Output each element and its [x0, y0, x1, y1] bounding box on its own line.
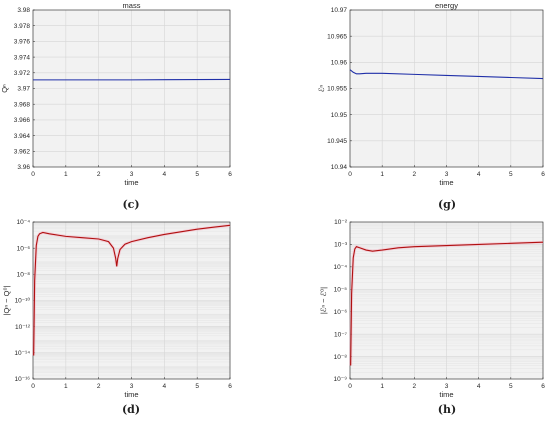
y-tick-label: 3.974	[14, 54, 31, 61]
y-tick-label: 3.968	[14, 101, 31, 108]
y-tick-label: 10.94	[331, 164, 348, 171]
y-axis-label: Qⁿ	[0, 84, 9, 93]
y-tick-label: 3.962	[14, 149, 31, 156]
chart-panel-d: 0 1 2 3 4 5 6 10⁻¹⁶ 10⁻¹⁴ 10⁻¹² 10⁻¹⁰ 10⁻⁸ 10⁻⁶ 10⁻⁴ t…	[2, 219, 232, 399]
x-tick-label: 2	[413, 383, 417, 390]
chart-panel-h: 0 1 2 3 4 5 6 10⁻⁹ 10⁻⁸ 10⁻⁷ 10⁻⁶ 10⁻⁵ 10⁻⁴ 10⁻³ 10⁻² t…	[319, 219, 545, 399]
x-tick-label: 1	[380, 171, 384, 178]
x-tick-label: 1	[380, 383, 384, 390]
x-tick-label: 2	[97, 171, 101, 178]
x-tick-label: 5	[509, 171, 513, 178]
x-tick-label: 6	[541, 171, 545, 178]
y-tick-label: 10⁻⁹	[334, 376, 348, 383]
y-tick-label: 10⁻¹⁶	[14, 376, 30, 383]
y-axis-label: |ℰⁿ − ℰ⁰|	[319, 287, 328, 314]
x-tick-label: 3	[445, 171, 449, 178]
y-tick-label: 10⁻⁴	[334, 264, 348, 271]
y-tick-label: 3.97	[17, 86, 30, 93]
chart-panel-c: 0 1 2 3 4 5 6 3.96 3.962 3.964 3.966 3.968 3.97 3.972…	[0, 1, 232, 187]
chart-title: energy	[435, 1, 458, 10]
x-tick-label: 3	[445, 383, 449, 390]
y-tick-label: 10.945	[327, 138, 347, 145]
y-tick-label: 10⁻⁶	[334, 309, 348, 316]
y-tick-label: 3.964	[14, 133, 31, 140]
panel-label: (d)	[122, 403, 140, 416]
y-tick-label: 3.976	[14, 39, 31, 46]
y-tick-label: 3.96	[17, 164, 30, 171]
x-tick-label: 0	[348, 383, 352, 390]
y-tick-label: 10.95	[331, 112, 348, 119]
y-axis-label: |Qⁿ − Q⁰|	[2, 286, 11, 316]
x-tick-label: 2	[97, 383, 101, 390]
panel-label: (h)	[438, 403, 456, 416]
y-tick-label: 3.966	[14, 117, 31, 124]
x-tick-label: 2	[413, 171, 417, 178]
x-tick-label: 5	[195, 383, 199, 390]
x-tick-label: 0	[31, 383, 35, 390]
y-tick-label: 10⁻⁸	[334, 354, 348, 361]
x-tick-label: 0	[31, 171, 35, 178]
y-tick-label: 10⁻⁸	[17, 272, 31, 279]
y-tick-label: 10⁻¹²	[15, 324, 31, 331]
x-tick-label: 6	[228, 171, 232, 178]
y-tick-label: 10.955	[327, 86, 347, 93]
y-tick-label: 3.972	[14, 70, 31, 77]
y-tick-label: 10⁻⁵	[334, 286, 348, 293]
y-tick-label: 10.96	[331, 60, 348, 67]
y-tick-label: 10.97	[331, 7, 348, 14]
x-tick-label: 1	[64, 383, 68, 390]
y-tick-label: 10.965	[327, 33, 347, 40]
chart-title: mass	[123, 1, 141, 10]
y-tick-label: 10⁻¹⁴	[14, 350, 30, 357]
y-tick-label: 10⁻¹⁰	[15, 297, 31, 305]
x-tick-label: 1	[64, 171, 68, 178]
panel-label: (c)	[122, 198, 139, 211]
x-tick-label: 6	[228, 383, 232, 390]
x-tick-label: 4	[163, 171, 167, 178]
series-line	[349, 69, 544, 80]
y-tick-label: 10⁻⁴	[17, 219, 31, 226]
x-tick-label: 0	[348, 171, 352, 178]
series-line	[350, 241, 544, 366]
series-line	[33, 224, 231, 356]
x-tick-label: 4	[477, 383, 481, 390]
x-axis-label: time	[439, 390, 453, 399]
x-tick-label: 3	[130, 383, 134, 390]
x-tick-label: 4	[477, 171, 481, 178]
y-axis-label: ℰⁿ	[317, 85, 326, 93]
x-axis-label: time	[124, 390, 138, 399]
y-tick-label: 10⁻³	[334, 242, 348, 249]
y-tick-label: 10⁻⁷	[334, 331, 348, 338]
x-tick-label: 3	[130, 171, 134, 178]
x-tick-label: 5	[509, 383, 513, 390]
x-tick-label: 4	[163, 383, 167, 390]
x-tick-label: 6	[541, 383, 545, 390]
x-axis-label: time	[124, 178, 138, 187]
y-tick-label: 3.978	[14, 23, 31, 30]
y-tick-label: 3.98	[17, 7, 30, 14]
y-tick-label: 10⁻⁶	[17, 245, 31, 252]
x-tick-label: 5	[195, 171, 199, 178]
x-axis-label: time	[439, 178, 453, 187]
panel-label: (g)	[438, 198, 456, 211]
y-tick-label: 10⁻²	[334, 219, 348, 226]
chart-panel-g: 0 1 2 3 4 5 6 10.94 10.945 10.95 10.955 10.96 10.965…	[317, 1, 545, 187]
